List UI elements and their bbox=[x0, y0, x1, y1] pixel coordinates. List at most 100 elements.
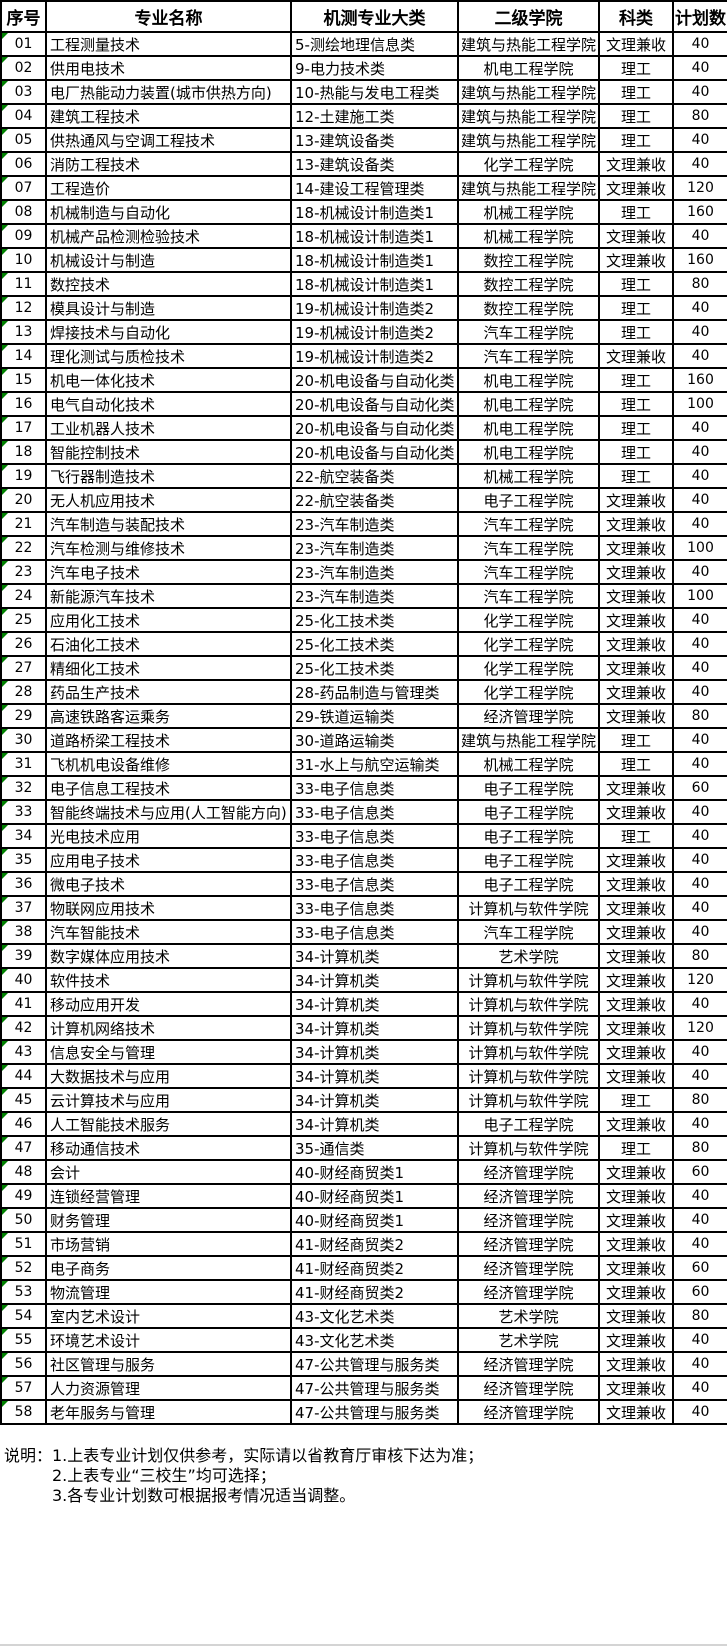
table-row: 20 无人机应用技术 22-航空装备类 电子工程学院 文理兼收 40 bbox=[0, 487, 727, 513]
excel-flag-triangle-icon bbox=[3, 178, 8, 183]
cell-subject: 文理兼收 bbox=[598, 679, 674, 705]
cell-college: 建筑与热能工程学院 bbox=[457, 727, 600, 753]
cell-category: 47-公共管理与服务类 bbox=[290, 1375, 459, 1401]
cell-seq: 16 bbox=[0, 391, 47, 417]
cell-major: 大数据技术与应用 bbox=[45, 1063, 292, 1089]
cell-subject: 文理兼收 bbox=[598, 967, 674, 993]
table-row: 54 室内艺术设计 43-文化艺术类 艺术学院 文理兼收 80 bbox=[0, 1303, 727, 1329]
cell-seq: 41 bbox=[0, 991, 47, 1017]
cell-college: 经济管理学院 bbox=[457, 1231, 600, 1257]
excel-flag-triangle-icon bbox=[3, 442, 8, 447]
notes-label: 说明： bbox=[4, 1446, 53, 1465]
cell-seq: 18 bbox=[0, 439, 47, 465]
cell-category: 14-建设工程管理类 bbox=[290, 175, 459, 201]
cell-plan: 40 bbox=[672, 127, 727, 153]
cell-seq: 28 bbox=[0, 679, 47, 705]
excel-flag-triangle-icon bbox=[3, 802, 8, 807]
cell-major: 信息安全与管理 bbox=[45, 1039, 292, 1065]
table-row: 03 电厂热能动力装置(城市供热方向) 10-热能与发电工程类 建筑与热能工程学院 理工… bbox=[0, 79, 727, 105]
table-row: 52 电子商务 41-财经商贸类2 经济管理学院 文理兼收 60 bbox=[0, 1255, 727, 1281]
table-row: 53 物流管理 41-财经商贸类2 经济管理学院 文理兼收 60 bbox=[0, 1279, 727, 1305]
cell-category: 34-计算机类 bbox=[290, 991, 459, 1017]
cell-seq: 53 bbox=[0, 1279, 47, 1305]
cell-category: 33-电子信息类 bbox=[290, 775, 459, 801]
table-row: 06 消防工程技术 13-建筑设备类 化学工程学院 文理兼收 40 bbox=[0, 151, 727, 177]
cell-subject: 文理兼收 bbox=[598, 1015, 674, 1041]
cell-plan: 40 bbox=[672, 1399, 727, 1425]
cell-plan: 40 bbox=[672, 295, 727, 321]
table-row: 08 机械制造与自动化 18-机械设计制造类1 机械工程学院 理工 160 bbox=[0, 199, 727, 225]
cell-plan: 40 bbox=[672, 1063, 727, 1089]
cell-major: 汽车电子技术 bbox=[45, 559, 292, 585]
cell-college: 建筑与热能工程学院 bbox=[457, 103, 600, 129]
cell-seq: 08 bbox=[0, 199, 47, 225]
cell-major: 机械设计与制造 bbox=[45, 247, 292, 273]
cell-plan: 40 bbox=[672, 439, 727, 465]
cell-college: 建筑与热能工程学院 bbox=[457, 127, 600, 153]
excel-flag-triangle-icon bbox=[3, 1306, 8, 1311]
table-row: 40 软件技术 34-计算机类 计算机与软件学院 文理兼收 120 bbox=[0, 967, 727, 993]
cell-plan: 40 bbox=[672, 727, 727, 753]
cell-major: 电厂热能动力装置(城市供热方向) bbox=[45, 79, 292, 105]
cell-college: 经济管理学院 bbox=[457, 1375, 600, 1401]
cell-college: 机械工程学院 bbox=[457, 463, 600, 489]
table-row: 39 数字媒体应用技术 34-计算机类 艺术学院 文理兼收 80 bbox=[0, 943, 727, 969]
cell-plan: 40 bbox=[672, 655, 727, 681]
excel-flag-triangle-icon bbox=[3, 322, 8, 327]
cell-seq: 36 bbox=[0, 871, 47, 897]
cell-subject: 文理兼收 bbox=[598, 1207, 674, 1233]
cell-college: 电子工程学院 bbox=[457, 847, 600, 873]
cell-plan: 80 bbox=[672, 1303, 727, 1329]
excel-flag-triangle-icon bbox=[3, 610, 8, 615]
cell-college: 计算机与软件学院 bbox=[457, 1087, 600, 1113]
cell-category: 35-通信类 bbox=[290, 1135, 459, 1161]
table-row: 49 连锁经营管理 40-财经商贸类1 经济管理学院 文理兼收 40 bbox=[0, 1183, 727, 1209]
cell-college: 经济管理学院 bbox=[457, 1207, 600, 1233]
cell-subject: 文理兼收 bbox=[598, 943, 674, 969]
cell-seq: 11 bbox=[0, 271, 47, 297]
table-row: 26 石油化工技术 25-化工技术类 化学工程学院 文理兼收 40 bbox=[0, 631, 727, 657]
cell-subject: 文理兼收 bbox=[598, 583, 674, 609]
cell-college: 机械工程学院 bbox=[457, 199, 600, 225]
cell-college: 机电工程学院 bbox=[457, 415, 600, 441]
cell-subject: 理工 bbox=[598, 751, 674, 777]
excel-flag-triangle-icon bbox=[3, 754, 8, 759]
excel-flag-triangle-icon bbox=[3, 298, 8, 303]
excel-flag-triangle-icon bbox=[3, 1114, 8, 1119]
table-row: 51 市场营销 41-财经商贸类2 经济管理学院 文理兼收 40 bbox=[0, 1231, 727, 1257]
cell-subject: 理工 bbox=[598, 1135, 674, 1161]
cell-college: 汽车工程学院 bbox=[457, 319, 600, 345]
cell-subject: 文理兼收 bbox=[598, 1375, 674, 1401]
cell-plan: 40 bbox=[672, 1183, 727, 1209]
cell-plan: 40 bbox=[672, 1327, 727, 1353]
excel-flag-triangle-icon bbox=[3, 1042, 8, 1047]
excel-flag-triangle-icon bbox=[3, 1066, 8, 1071]
cell-category: 22-航空装备类 bbox=[290, 487, 459, 513]
cell-plan: 80 bbox=[672, 271, 727, 297]
table-row: 07 工程造价 14-建设工程管理类 建筑与热能工程学院 文理兼收 120 bbox=[0, 175, 727, 201]
cell-major: 工程造价 bbox=[45, 175, 292, 201]
cell-category: 20-机电设备与自动化类 bbox=[290, 391, 459, 417]
cell-category: 20-机电设备与自动化类 bbox=[290, 415, 459, 441]
cell-college: 数控工程学院 bbox=[457, 295, 600, 321]
cell-seq: 49 bbox=[0, 1183, 47, 1209]
cell-major: 无人机应用技术 bbox=[45, 487, 292, 513]
excel-flag-triangle-icon bbox=[3, 106, 8, 111]
excel-flag-triangle-icon bbox=[3, 1258, 8, 1263]
cell-subject: 文理兼收 bbox=[598, 1303, 674, 1329]
cell-subject: 文理兼收 bbox=[598, 1183, 674, 1209]
excel-flag-triangle-icon bbox=[3, 826, 8, 831]
notes-items: 1.上表专业计划仅供参考，实际请以省教育厅审核下达为准； 2.上表专业“三校生”… bbox=[52, 1446, 483, 1506]
cell-seq: 40 bbox=[0, 967, 47, 993]
note-item: 3.各专业计划数可根据报考情况适当调整。 bbox=[52, 1486, 356, 1505]
cell-seq: 42 bbox=[0, 1015, 47, 1041]
cell-subject: 理工 bbox=[598, 727, 674, 753]
table-row: 21 汽车制造与装配技术 23-汽车制造类 汽车工程学院 文理兼收 40 bbox=[0, 511, 727, 537]
cell-seq: 33 bbox=[0, 799, 47, 825]
table-row: 41 移动应用开发 34-计算机类 计算机与软件学院 文理兼收 40 bbox=[0, 991, 727, 1017]
cell-plan: 60 bbox=[672, 1255, 727, 1281]
cell-subject: 文理兼收 bbox=[598, 151, 674, 177]
cell-college: 机电工程学院 bbox=[457, 391, 600, 417]
excel-flag-triangle-icon bbox=[3, 370, 8, 375]
